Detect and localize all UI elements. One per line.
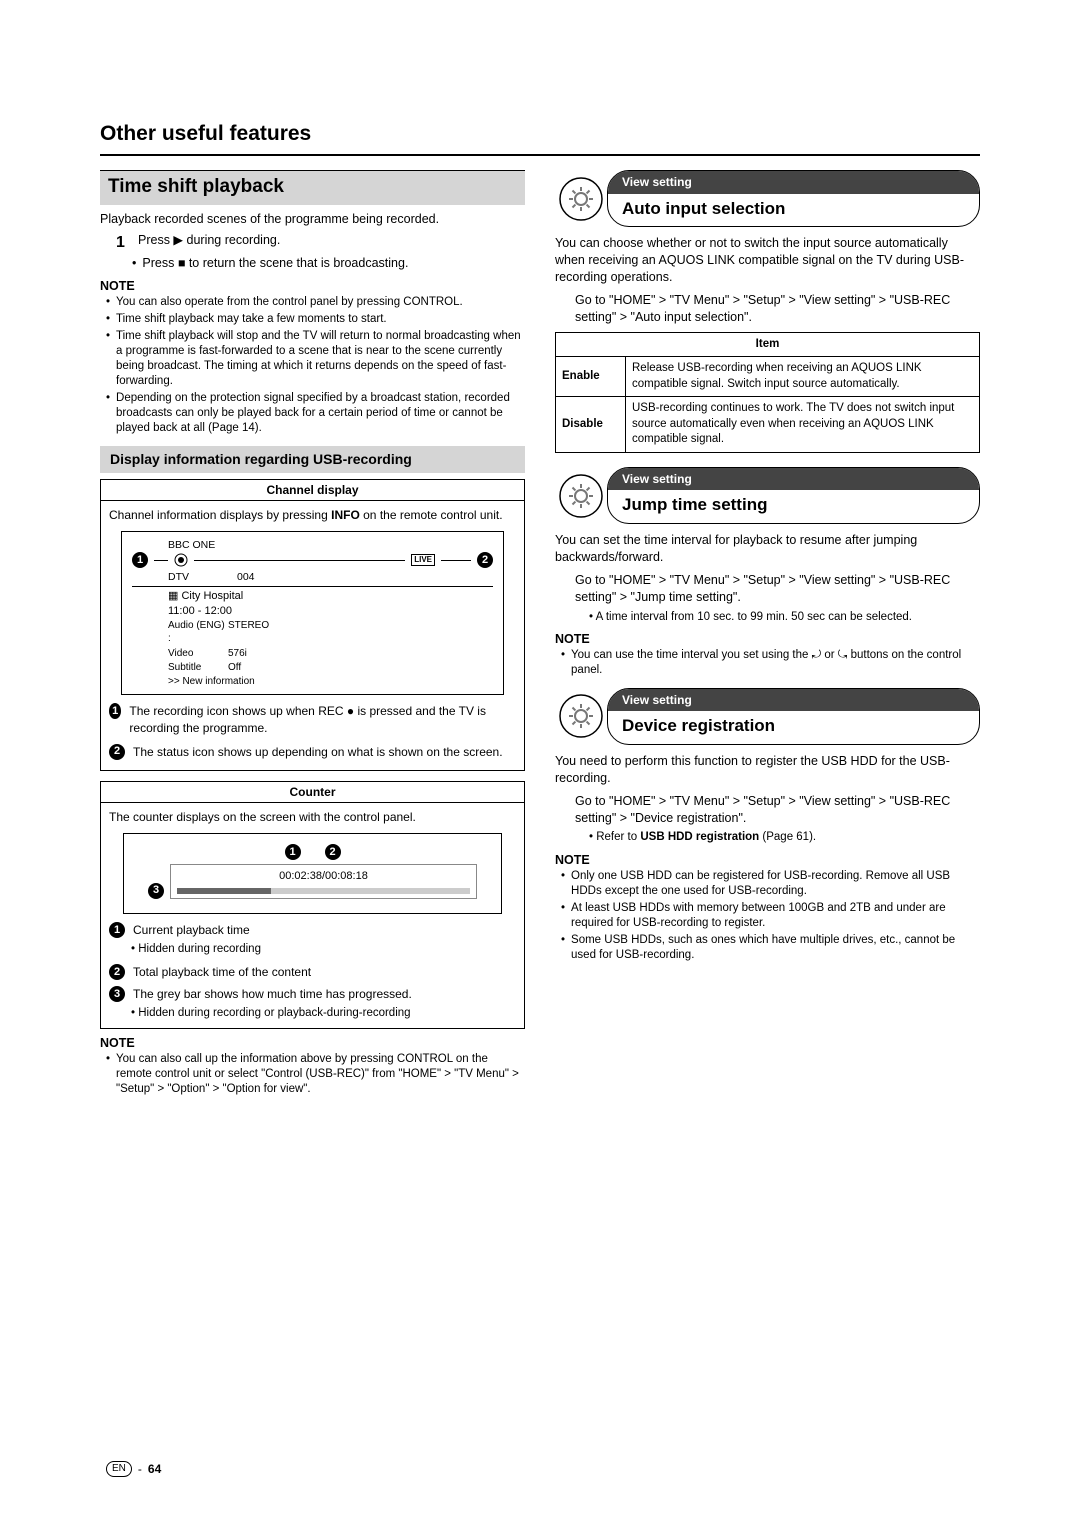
channel-display-box: Channel display Channel information disp… (100, 479, 525, 771)
pill-jump: View setting Jump time setting (555, 467, 980, 524)
device-notes: Only one USB HDD can be registered for U… (561, 869, 980, 963)
auto-input-title: Auto input selection (608, 194, 979, 227)
step-text: Press ▶ during recording. (138, 232, 280, 254)
auto-input-path: Go to "HOME" > "TV Menu" > "Setup" > "Vi… (575, 292, 980, 326)
counter-header: Counter (101, 782, 524, 803)
notes-list-2: You can also call up the information abo… (106, 1052, 525, 1097)
gear-icon (555, 470, 607, 522)
callout-2: 2 (477, 552, 493, 568)
jump-note: You can use the time interval you set us… (561, 648, 980, 678)
channel-osd-diagram: BBC ONE 1 LIVE 2 DTV (121, 531, 504, 696)
step-number: 1 (116, 232, 130, 254)
title-rule (100, 154, 980, 156)
jump-intro: You can set the time interval for playba… (555, 532, 980, 566)
callout-1: 1 (132, 552, 148, 568)
gear-icon (555, 173, 607, 225)
device-path: Go to "HOME" > "TV Menu" > "Setup" > "Vi… (575, 793, 980, 827)
pill-device: View setting Device registration (555, 688, 980, 745)
live-badge: LIVE (411, 554, 435, 567)
left-column: Time shift playback Playback recorded sc… (100, 170, 525, 1098)
step-1: 1 Press ▶ during recording. (116, 232, 525, 254)
view-setting-label: View setting (608, 689, 979, 711)
page-number: 64 (148, 1461, 161, 1477)
right-column: View setting Auto input selection You ca… (555, 170, 980, 1098)
intro-text: Playback recorded scenes of the programm… (100, 211, 525, 228)
device-intro: You need to perform this function to reg… (555, 753, 980, 787)
view-setting-label: View setting (608, 171, 979, 193)
jump-path: Go to "HOME" > "TV Menu" > "Setup" > "Vi… (575, 572, 980, 606)
note-label: NOTE (555, 852, 980, 869)
pill-auto-input: View setting Auto input selection (555, 170, 980, 227)
auto-input-table: Item Enable Release USB-recording when r… (555, 332, 980, 453)
step-sub: Press ■ to return the scene that is broa… (132, 255, 525, 272)
auto-input-intro: You can choose whether or not to switch … (555, 235, 980, 286)
jump-title: Jump time setting (608, 490, 979, 523)
note-label: NOTE (555, 631, 980, 648)
device-title: Device registration (608, 711, 979, 744)
counter-diagram: 12 3 00:02:38/00:08:18 (123, 833, 502, 914)
note-label: NOTE (100, 278, 525, 295)
page-footer: EN - 64 (106, 1461, 161, 1477)
subsection-display-info: Display information regarding USB-record… (100, 446, 525, 473)
channel-display-header: Channel display (101, 480, 524, 501)
section-timeshift: Time shift playback (100, 170, 525, 205)
notes-list-1: You can also operate from the control pa… (106, 295, 525, 435)
view-setting-label: View setting (608, 468, 979, 490)
counter-box: Counter The counter displays on the scre… (100, 781, 525, 1029)
page-title: Other useful features (100, 120, 980, 148)
lang-badge: EN (106, 1461, 132, 1477)
record-icon (174, 553, 188, 567)
gear-icon (555, 690, 607, 742)
note-label-2: NOTE (100, 1035, 525, 1052)
